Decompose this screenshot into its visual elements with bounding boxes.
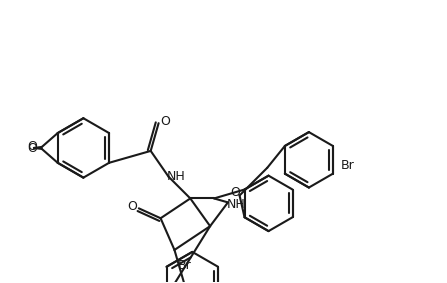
- Text: O: O: [127, 200, 137, 213]
- Text: O: O: [231, 186, 240, 199]
- Text: O: O: [27, 140, 37, 153]
- Text: Br: Br: [177, 259, 191, 272]
- Text: NH: NH: [167, 170, 186, 183]
- Text: NH: NH: [227, 198, 245, 211]
- Text: O: O: [27, 142, 37, 155]
- Text: O: O: [160, 115, 170, 128]
- Text: Br: Br: [341, 159, 354, 172]
